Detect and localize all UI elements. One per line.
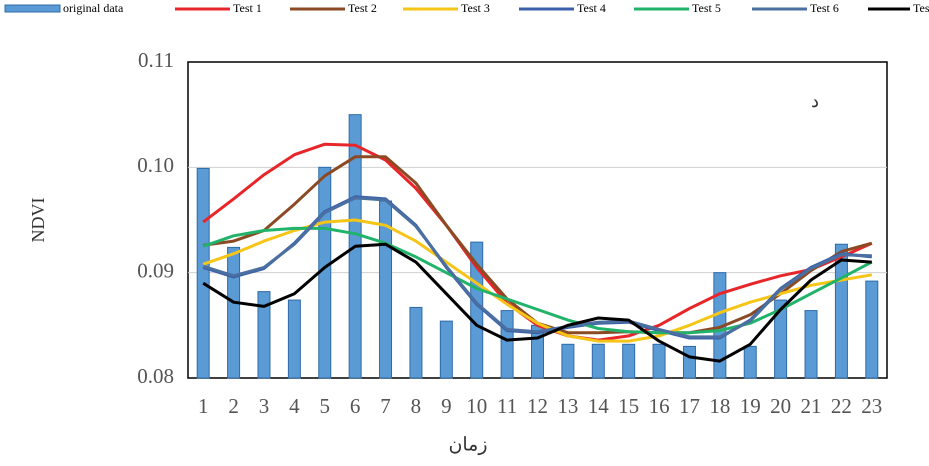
x-tick-label: 20 xyxy=(770,394,791,418)
legend-swatch xyxy=(4,4,61,13)
bar xyxy=(652,343,666,379)
bar xyxy=(591,343,605,379)
x-tick-label: 7 xyxy=(380,394,391,418)
bar xyxy=(287,299,301,379)
x-tick-label: 14 xyxy=(588,394,610,418)
bar xyxy=(622,343,636,379)
legend-label: Test 7 xyxy=(913,1,929,15)
bar xyxy=(500,310,514,379)
legend-label: Test 2 xyxy=(348,1,377,15)
y-tick-label: 0.08 xyxy=(137,364,174,388)
bar xyxy=(774,299,788,379)
x-tick-label: 5 xyxy=(320,394,331,418)
grid xyxy=(188,166,887,274)
bar xyxy=(439,320,453,379)
legend-label: Test 6 xyxy=(810,1,839,15)
bar xyxy=(682,345,696,379)
line-series xyxy=(202,226,873,335)
x-tick-label: 1 xyxy=(198,394,209,418)
legend-label: Test 1 xyxy=(233,1,262,15)
line-series xyxy=(202,242,872,363)
y-tick-label: 0.09 xyxy=(137,258,174,282)
annotation: د xyxy=(811,91,819,111)
bar xyxy=(196,167,210,379)
y-axis-label: NDVI xyxy=(28,198,48,243)
line-series xyxy=(202,218,873,343)
line-series xyxy=(202,196,872,339)
x-tick-label: 6 xyxy=(350,394,361,418)
x-tick-label: 13 xyxy=(557,394,578,418)
line-series xyxy=(202,142,873,342)
x-tick-label: 3 xyxy=(259,394,270,418)
bar xyxy=(227,246,241,379)
x-tick-label: 16 xyxy=(649,394,670,418)
x-tick-label: 11 xyxy=(497,394,517,418)
x-tick-label: 19 xyxy=(740,394,761,418)
legend-label: original data xyxy=(63,1,124,15)
legend-label: Test 3 xyxy=(461,1,490,15)
x-tick-label: 2 xyxy=(228,394,239,418)
x-tick-label: 10 xyxy=(466,394,487,418)
bar xyxy=(804,310,818,379)
x-tick-label: 4 xyxy=(289,394,300,418)
bar xyxy=(409,306,423,379)
x-tick-label: 8 xyxy=(411,394,422,418)
legend-label: Test 4 xyxy=(577,1,606,15)
x-tick-label: 21 xyxy=(801,394,822,418)
line-series xyxy=(202,195,872,340)
x-tick-label: 15 xyxy=(618,394,639,418)
line-series xyxy=(202,155,873,335)
x-tick-label: 23 xyxy=(861,394,882,418)
bar xyxy=(257,291,271,379)
x-axis-label: زمان xyxy=(448,434,487,455)
x-tick-label: 17 xyxy=(679,394,700,418)
x-tick-label: 12 xyxy=(527,394,548,418)
x-tick-label: 18 xyxy=(709,394,730,418)
x-tick-label: 22 xyxy=(831,394,852,418)
y-tick-label: 0.11 xyxy=(138,48,174,72)
bar xyxy=(865,280,879,379)
x-tick-label: 9 xyxy=(441,394,452,418)
legend-label: Test 5 xyxy=(692,1,721,15)
bar xyxy=(561,343,575,379)
bar xyxy=(743,345,757,379)
y-tick-label: 0.10 xyxy=(137,153,174,177)
